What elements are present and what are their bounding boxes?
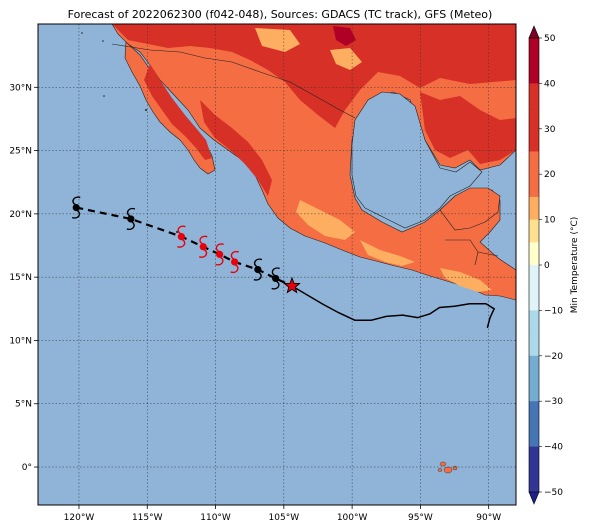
colorbar-segment: [529, 446, 539, 470]
colorbar-segment: [529, 196, 539, 220]
colorbar-segment: [529, 265, 539, 288]
colorbar-tick-label: 0: [544, 261, 550, 271]
lat-tick-label: 15°N: [9, 273, 32, 283]
map-frame: [37, 23, 517, 506]
land-cool-plateau: [296, 200, 355, 240]
land-temperature-layer: [81, 24, 516, 474]
colorbar-segment: [529, 151, 539, 175]
cyclone-symbol-icon: [253, 258, 263, 281]
past-track-line: [291, 285, 496, 328]
cyclone-symbol-icon: [72, 196, 81, 219]
lon-tick-label: 100°W: [337, 513, 368, 523]
colorbar-tick-label: 20: [544, 170, 556, 180]
colorbar-tick-label: −20: [544, 352, 563, 362]
colorbar: 50 40 30 20 10 0 −10 −20 −30 −40 −50 Min Temperatur…: [528, 25, 580, 505]
land-cool-central-america: [440, 268, 492, 292]
lon-tick-label: 90°W: [476, 513, 501, 523]
colorbar-segment: [529, 310, 539, 334]
land-hot-baja: [144, 64, 212, 160]
land-yucatan: [439, 187, 501, 231]
colorbar-segment: [529, 242, 539, 266]
colorbar-segment: [529, 401, 539, 425]
current-position-star-icon: [283, 276, 301, 294]
land-cool-north: [330, 48, 362, 70]
colorbar-tick-label: −50: [544, 488, 563, 498]
colorbar-tick-label: −30: [544, 397, 563, 407]
colorbar-segment: [529, 106, 539, 130]
colorbar-tick-label: −40: [544, 443, 563, 453]
lat-tick-label: 20°N: [9, 210, 32, 220]
colorbar-tick-label: −10: [544, 306, 563, 316]
colorbar-segment: [529, 287, 539, 311]
lon-tick-label: 120°W: [64, 513, 95, 523]
colorbar-tick-label: 50: [544, 34, 556, 44]
lat-tick-label: 0°: [22, 463, 32, 473]
colorbar-min-extension: [528, 491, 540, 505]
colorbar-tick-label: 40: [544, 79, 556, 89]
colorbar-segment: [529, 60, 539, 84]
colorbar-segment: [529, 83, 539, 107]
cyclone-symbol-icon: [215, 243, 224, 266]
cyclone-symbol-icon: [271, 267, 280, 290]
colorbar-segment: [529, 333, 539, 357]
land-cool-highlands: [255, 28, 300, 52]
colorbar-tick-label: 10: [544, 216, 556, 226]
lat-tick-label: 5°N: [15, 400, 32, 410]
land-hottest-spot: [333, 26, 356, 46]
axis-ticks: 120°W 115°W 110°W 105°W 100°W 95°W 90°W 0° 5°N 10…: [9, 83, 501, 523]
country-borders: [111, 43, 499, 266]
colorbar-label: Min Temperature (°C): [570, 217, 580, 314]
lat-tick-label: 10°N: [9, 336, 32, 346]
land-hot-coast: [200, 100, 272, 196]
cyclone-symbol-icon: [126, 207, 136, 231]
map-title: Forecast of 2022062300 (f042-048), Sourc…: [67, 8, 493, 21]
cyclone-symbol-icon: [177, 225, 186, 248]
forecast-track-line: [76, 206, 293, 288]
colorbar-segment: [529, 128, 539, 152]
colorbar-segment: [529, 423, 539, 447]
colorbar-segment: [529, 469, 539, 493]
colorbar-segment: [529, 355, 539, 379]
lat-tick-label: 30°N: [9, 83, 32, 93]
land-cool-south: [360, 240, 415, 266]
small-islands: [81, 32, 178, 233]
land-hot-east: [420, 92, 516, 164]
gulf-of-mexico: [351, 91, 483, 229]
colorbar-segment: [529, 174, 539, 198]
lat-tick-label: 25°N: [9, 147, 32, 157]
land-hot-north: [112, 24, 516, 128]
colorbar-tick-label: 30: [544, 125, 556, 135]
cyclone-symbol-icon: [230, 250, 239, 274]
colorbar-max-extension: [528, 25, 540, 39]
lon-tick-label: 105°W: [269, 513, 300, 523]
lon-tick-label: 110°W: [200, 513, 231, 523]
colorbar-segment: [529, 219, 539, 243]
lon-tick-label: 115°W: [132, 513, 163, 523]
colorbar-segment: [529, 38, 539, 61]
cyclone-symbol-icon: [199, 235, 208, 258]
colorbar-segment: [529, 378, 539, 402]
cyclone-track: [72, 196, 496, 328]
galapagos-islands: [437, 461, 458, 474]
lon-tick-label: 95°W: [408, 513, 433, 523]
land-mainland: [111, 24, 516, 301]
